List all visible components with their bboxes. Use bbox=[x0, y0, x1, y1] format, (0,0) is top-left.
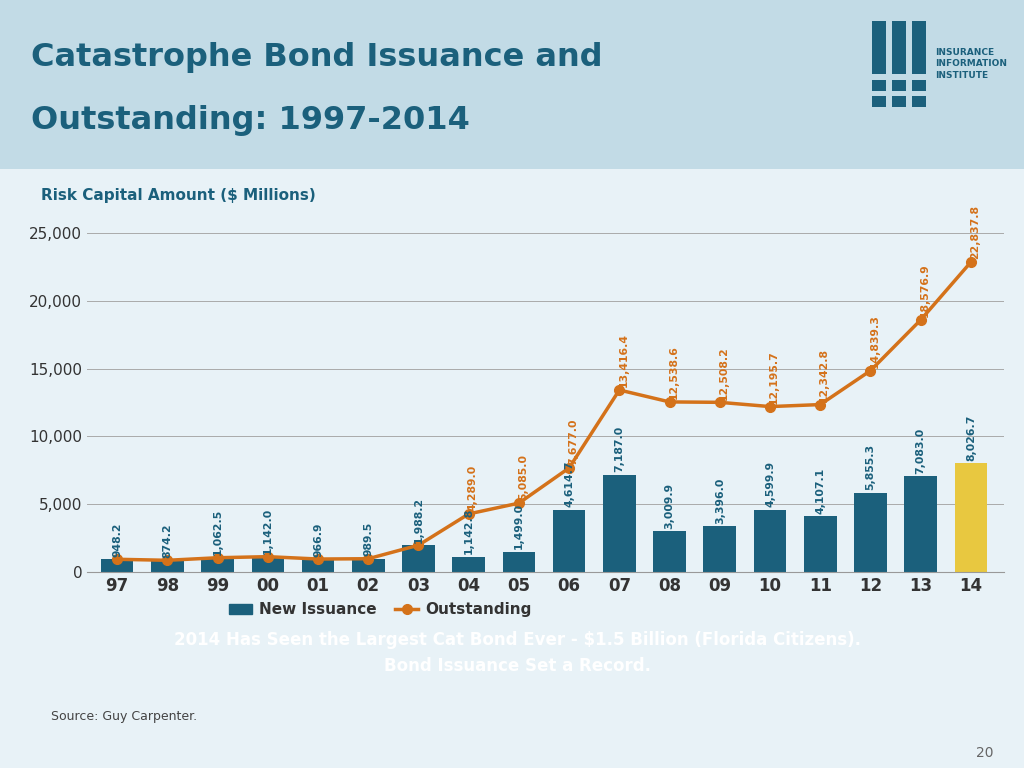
Text: 8,026.7: 8,026.7 bbox=[966, 415, 976, 461]
Bar bbox=[252, 557, 284, 572]
Text: 7,083.0: 7,083.0 bbox=[915, 427, 926, 474]
Bar bbox=[553, 509, 586, 572]
Text: 1,062.5: 1,062.5 bbox=[213, 509, 222, 555]
Text: 1,988.2: 1,988.2 bbox=[414, 497, 424, 543]
Legend: New Issuance, Outstanding: New Issuance, Outstanding bbox=[222, 596, 539, 624]
Bar bbox=[754, 510, 786, 572]
Bar bbox=[453, 557, 485, 572]
Bar bbox=[871, 96, 886, 107]
Text: 4,614.7: 4,614.7 bbox=[564, 461, 574, 507]
Bar bbox=[352, 559, 385, 572]
Bar bbox=[202, 558, 233, 572]
Bar bbox=[100, 559, 133, 572]
Text: 4,599.9: 4,599.9 bbox=[765, 461, 775, 507]
Bar bbox=[152, 561, 183, 572]
Bar bbox=[302, 559, 335, 572]
Bar bbox=[892, 96, 906, 107]
Text: Source: Guy Carpenter.: Source: Guy Carpenter. bbox=[51, 710, 198, 723]
Text: Outstanding: 1997-2014: Outstanding: 1997-2014 bbox=[31, 104, 470, 136]
Text: 1,142.8: 1,142.8 bbox=[464, 508, 474, 554]
Text: 948.2: 948.2 bbox=[113, 522, 122, 557]
Text: 966.9: 966.9 bbox=[313, 522, 323, 557]
Bar bbox=[854, 492, 887, 572]
Bar bbox=[703, 526, 736, 572]
Text: 20: 20 bbox=[976, 746, 993, 760]
Text: 3,396.0: 3,396.0 bbox=[715, 477, 725, 524]
Bar bbox=[892, 80, 906, 91]
Text: 2014 Has Seen the Largest Cat Bond Ever - $1.5 Billion (Florida Citizens).
Bond : 2014 Has Seen the Largest Cat Bond Ever … bbox=[174, 631, 860, 675]
Text: 12,508.2: 12,508.2 bbox=[719, 346, 729, 399]
Text: 22,837.8: 22,837.8 bbox=[970, 205, 980, 260]
Text: INSURANCE
INFORMATION
INSTITUTE: INSURANCE INFORMATION INSTITUTE bbox=[935, 48, 1007, 80]
Text: 4,107.1: 4,107.1 bbox=[815, 468, 825, 514]
Text: 12,538.6: 12,538.6 bbox=[669, 346, 679, 399]
Text: Risk Capital Amount ($ Millions): Risk Capital Amount ($ Millions) bbox=[41, 188, 315, 204]
Bar bbox=[911, 80, 926, 91]
Bar bbox=[954, 463, 987, 572]
Bar bbox=[871, 80, 886, 91]
Text: 3,009.9: 3,009.9 bbox=[665, 483, 675, 529]
Text: 989.5: 989.5 bbox=[364, 522, 374, 556]
Text: 5,855.3: 5,855.3 bbox=[865, 444, 876, 490]
Bar bbox=[904, 476, 937, 572]
Bar bbox=[653, 531, 686, 572]
Bar bbox=[503, 551, 536, 572]
Text: 1,499.0: 1,499.0 bbox=[514, 503, 524, 549]
Text: 874.2: 874.2 bbox=[163, 523, 172, 558]
Bar bbox=[871, 21, 886, 74]
Text: 12,342.8: 12,342.8 bbox=[819, 348, 829, 402]
Bar bbox=[911, 21, 926, 74]
Text: 7,677.0: 7,677.0 bbox=[568, 419, 579, 465]
Text: 12,195.7: 12,195.7 bbox=[769, 350, 779, 404]
Bar bbox=[892, 21, 906, 74]
Text: 1,142.0: 1,142.0 bbox=[263, 508, 272, 554]
Bar bbox=[603, 475, 636, 572]
Bar bbox=[402, 545, 435, 572]
Text: 14,839.3: 14,839.3 bbox=[869, 314, 880, 368]
Text: 18,576.9: 18,576.9 bbox=[920, 263, 930, 317]
Text: 13,416.4: 13,416.4 bbox=[618, 333, 629, 387]
Text: 5,085.0: 5,085.0 bbox=[518, 455, 528, 501]
Text: 7,187.0: 7,187.0 bbox=[614, 426, 625, 472]
Text: Catastrophe Bond Issuance and: Catastrophe Bond Issuance and bbox=[31, 42, 602, 73]
Text: 4,289.0: 4,289.0 bbox=[468, 465, 478, 511]
Bar bbox=[804, 516, 837, 572]
Bar bbox=[911, 96, 926, 107]
